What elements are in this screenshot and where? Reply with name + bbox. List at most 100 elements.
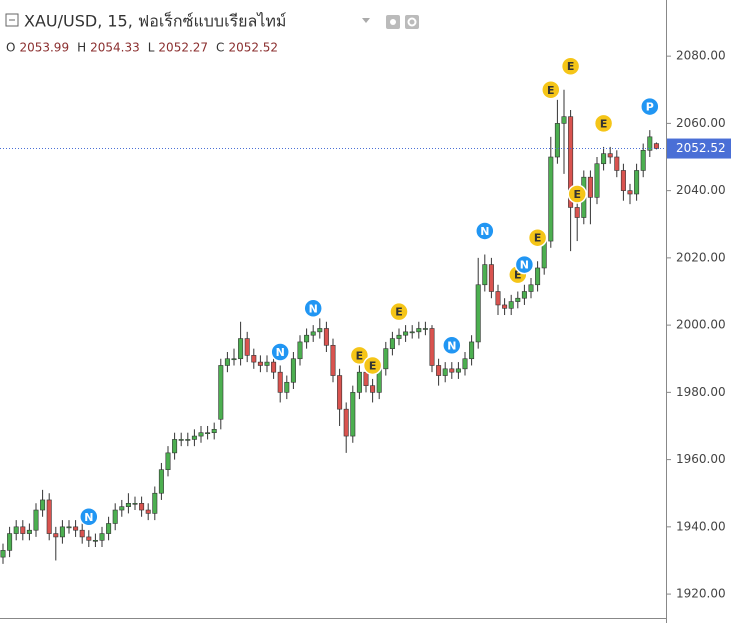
candle-body [205,432,211,435]
candle-body [601,153,607,165]
candle-body [475,284,481,343]
event-marker[interactable] [442,335,462,356]
event-marker[interactable] [560,56,581,76]
event-label: N [480,225,489,238]
candle-body [409,331,415,334]
candle-body [548,156,554,242]
visibility-icon [390,19,396,25]
candle-body [73,526,79,531]
candle-body [33,509,39,531]
candle-body [165,452,171,470]
event-label: E [534,232,542,245]
candle-body [442,368,448,376]
event-label: E [547,84,555,97]
ohlc-key: O [6,41,15,55]
event-label: E [369,359,377,372]
event-marker[interactable] [567,184,587,204]
candle-body [508,301,514,309]
candle-body [535,267,541,286]
settings-icon [407,17,417,27]
candle-body [79,529,85,538]
y-tick-label: 2000.00 [676,318,726,332]
candle-body [178,439,184,441]
collapse-icon[interactable] [5,13,19,27]
event-label: E [356,349,364,362]
y-tick-label: 1980.00 [676,385,726,399]
event-marker[interactable] [527,227,548,248]
event-marker[interactable] [349,345,370,366]
candle-body [59,526,65,538]
candle-body [106,523,112,534]
event-label: P [646,101,654,114]
event-marker[interactable] [475,221,495,241]
candle-body [568,116,574,208]
candle-body [284,381,290,393]
candle-body [53,533,59,538]
candle-body [257,361,263,366]
candle-body [627,190,633,195]
candle-body [634,170,640,195]
candle-body [561,116,567,124]
ohlc-value: 2052.27 [158,41,208,55]
candle-body [119,506,125,511]
candle-body [290,358,296,383]
candle-body [502,304,508,309]
dropdown-arrow[interactable] [362,18,370,23]
candle-body [310,331,316,336]
candle-body [403,331,409,336]
event-marker[interactable] [79,507,99,527]
candle-body [594,163,600,198]
candle-body [172,439,178,454]
candle-body [125,503,131,507]
candle-body [607,153,613,158]
y-tick-label: 2020.00 [676,250,726,264]
y-tick-label: 2040.00 [676,183,726,197]
candle-body [139,503,145,511]
event-label: N [276,346,285,359]
candle-body [244,338,250,356]
event-marker[interactable] [593,113,614,134]
candle-body [389,338,395,349]
candle-body [211,429,217,434]
candle-body [231,358,237,361]
y-tick-label: 1920.00 [676,587,726,601]
candle-body [66,526,72,529]
candle-body [416,328,422,333]
event-label: N [447,339,456,352]
event-marker[interactable] [640,96,660,117]
ohlc-value: 2053.99 [19,41,69,55]
candle-body [350,392,356,437]
ohlc-value: 2052.52 [228,41,278,55]
settings-button[interactable] [405,15,419,29]
event-marker[interactable] [541,80,561,100]
event-marker[interactable] [362,355,383,376]
candle-body [455,368,461,373]
candle-body [574,207,580,218]
event-marker[interactable] [303,298,323,319]
y-tick-label: 1960.00 [676,452,726,466]
candle-body [515,297,521,302]
candle-body [251,355,257,363]
candle-body [521,291,527,299]
candle-body [92,539,98,542]
candle-body [356,371,362,393]
candle-body [647,136,653,151]
candle-body [132,503,138,505]
candle-body [271,361,277,373]
candle-body [640,149,646,171]
candle-body [112,509,118,524]
event-marker[interactable] [270,342,290,362]
candle-body [337,375,343,410]
event-label: N [84,511,93,524]
last-price-box [667,138,731,159]
candle-body [46,499,52,534]
ohlc-legend: O 2053.99 H 2054.33 L 2052.27 C 2052.52 [6,41,278,55]
event-marker[interactable] [389,301,409,322]
candle-body [554,123,560,158]
event-marker[interactable] [514,254,535,275]
candle-body [495,291,501,306]
candle-body [370,385,376,393]
candle-body [422,328,428,330]
candle-body [191,435,197,440]
